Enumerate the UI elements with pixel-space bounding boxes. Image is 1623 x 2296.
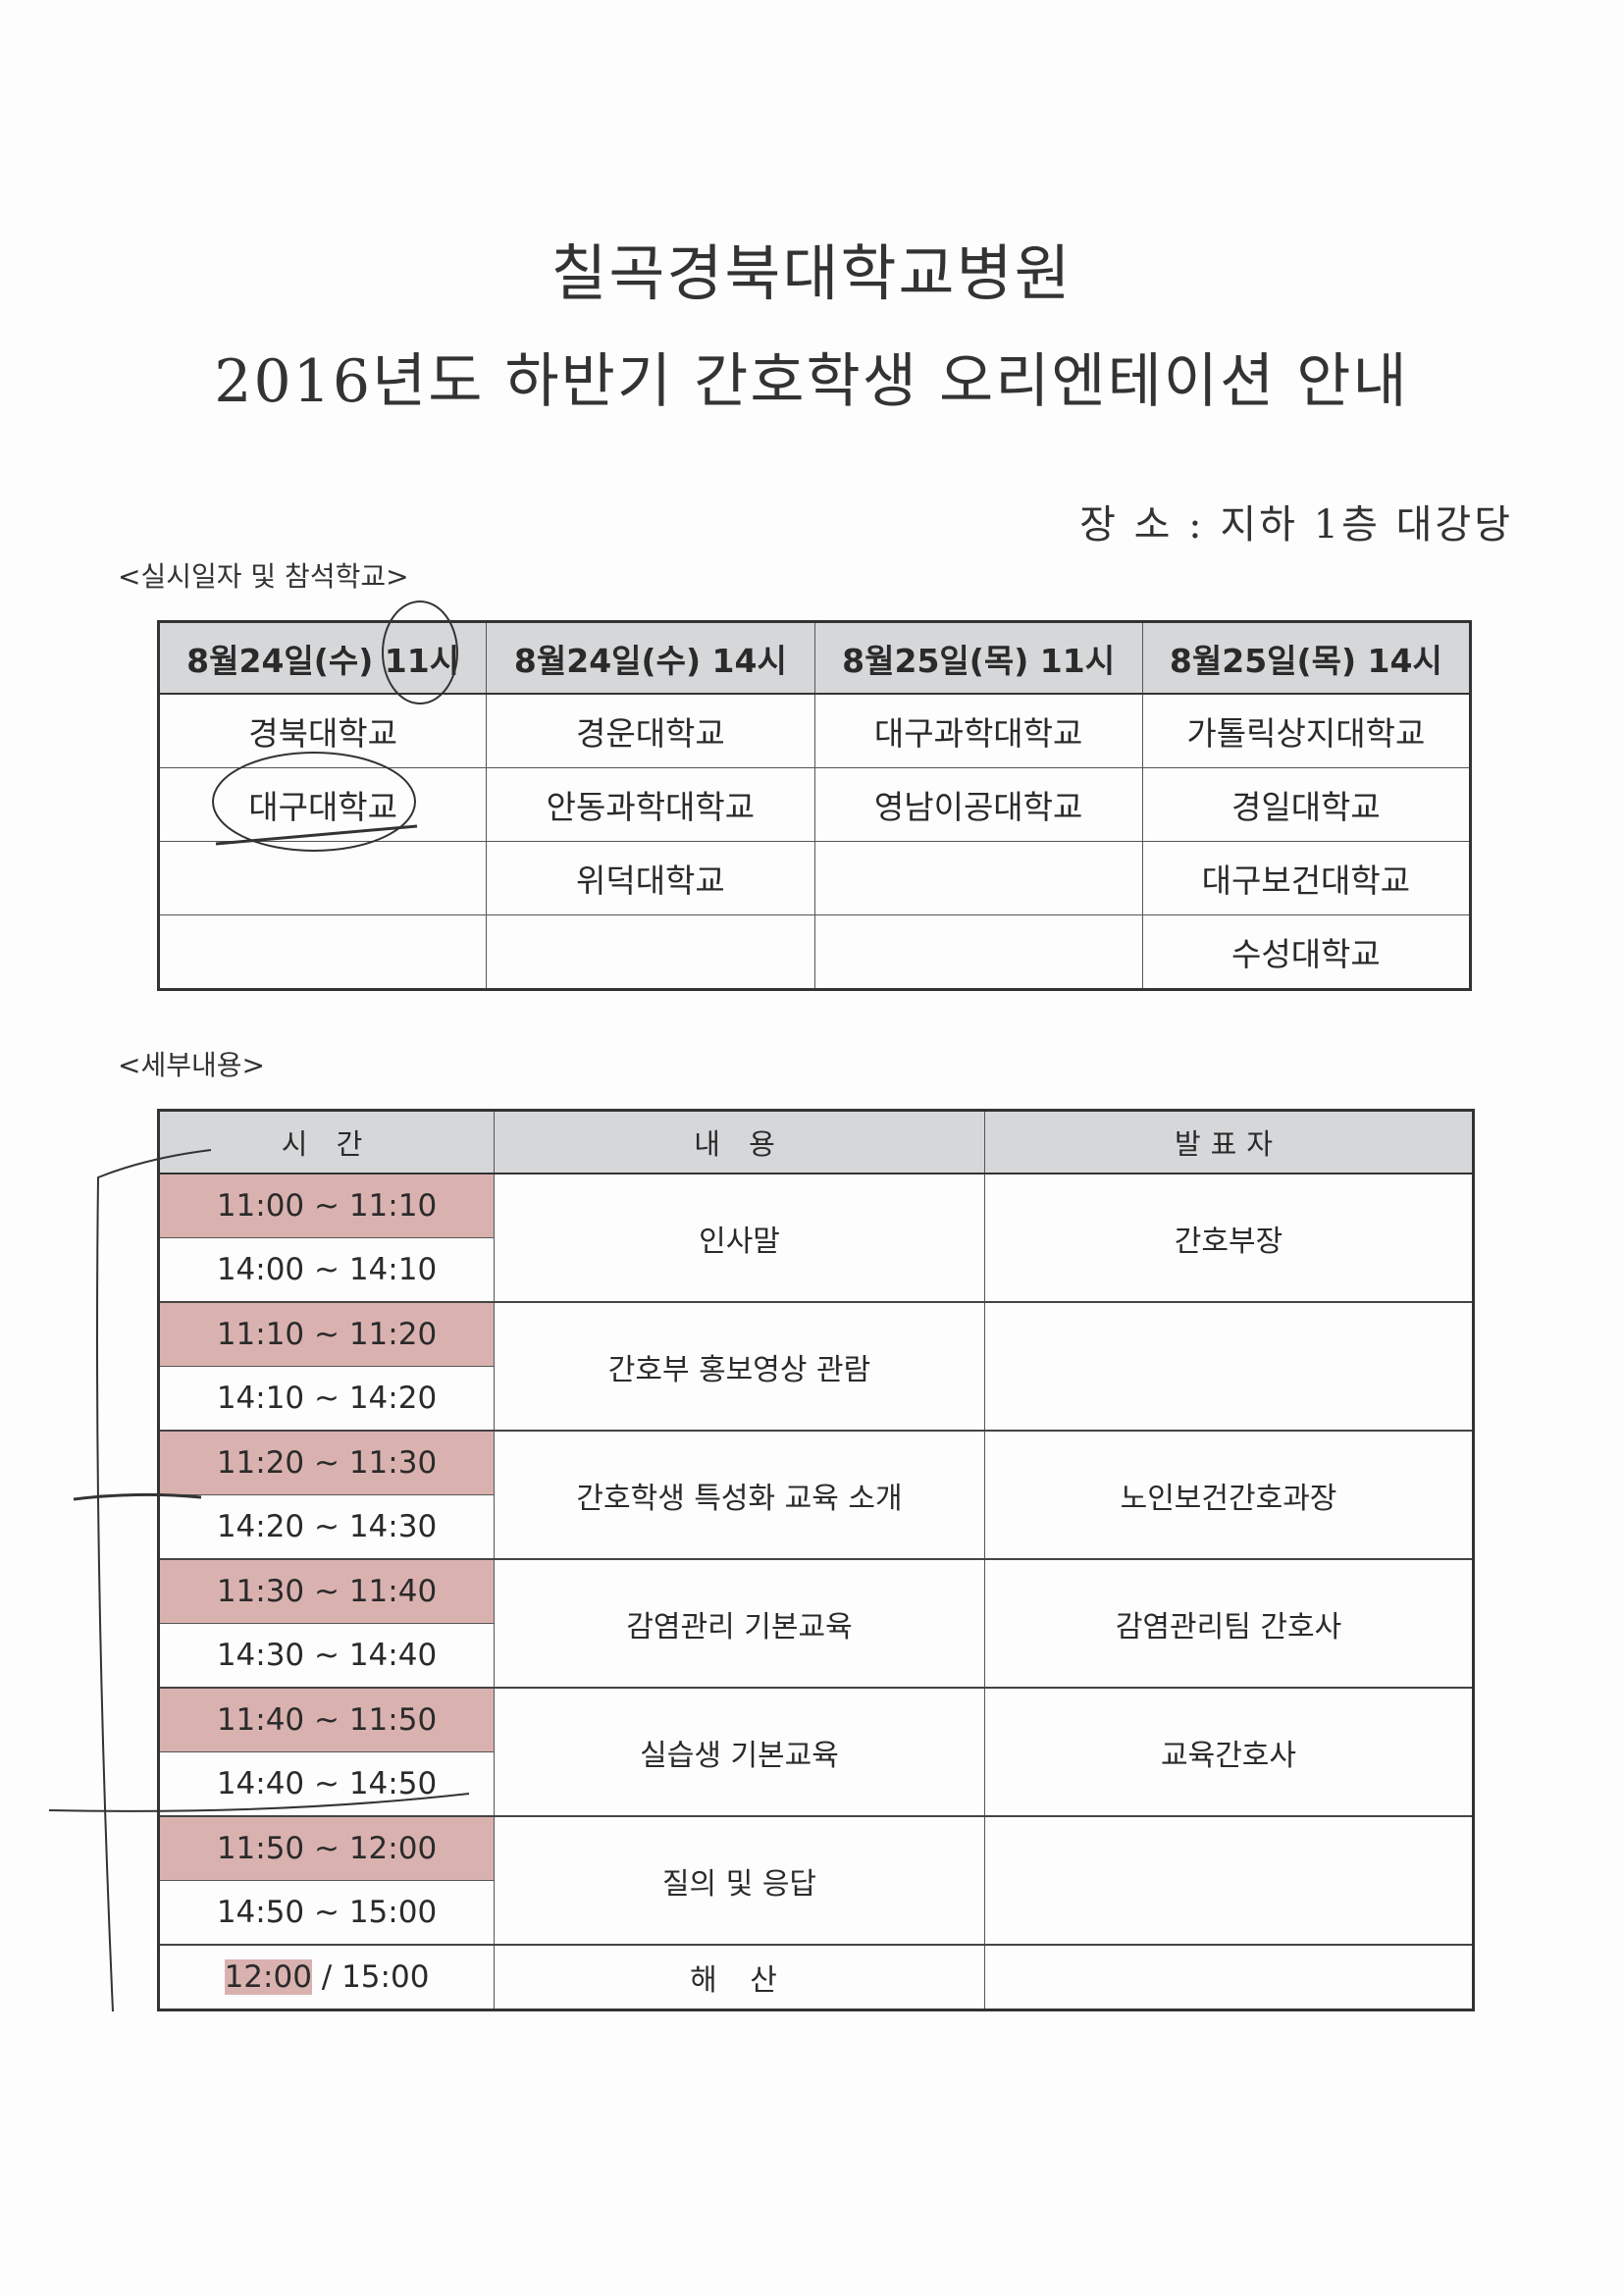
school-cell xyxy=(813,914,1143,990)
table-row: 14:00 ~ 14:10 xyxy=(158,1237,1474,1303)
time-cell-afternoon: 14:20 ~ 14:30 xyxy=(158,1494,495,1560)
school-cell: 경북대학교 xyxy=(157,693,488,768)
time-cell-morning: 11:20 ~ 11:30 xyxy=(158,1430,495,1495)
table-row: 11:40 ~ 11:50 실습생 기본교육 교육간호사 xyxy=(158,1687,1474,1817)
presenter-cell: 감염관리팀 간호사 xyxy=(984,1558,1474,1689)
school-cell xyxy=(157,841,488,915)
time-cell-morning: 11:50 ~ 12:00 xyxy=(158,1815,495,1881)
time-cell-morning: 11:10 ~ 11:20 xyxy=(158,1301,495,1367)
details-col-header-time: 시 간 xyxy=(158,1110,495,1174)
end-time-b: 15:00 xyxy=(341,1959,430,1995)
school-cell: 위덕대학교 xyxy=(486,841,815,915)
content-cell: 질의 및 응답 xyxy=(494,1815,985,1946)
table-row: 위덕대학교 대구보건대학교 xyxy=(157,841,1472,915)
location-text: 장 소 : 지하 1층 대강당 xyxy=(1079,502,1513,548)
content-cell: 간호학생 특성화 교육 소개 xyxy=(494,1430,985,1560)
details-col-header-presenter: 발표자 xyxy=(984,1110,1474,1174)
table-row: 11:10 ~ 11:20 간호부 홍보영상 관람 xyxy=(158,1301,1474,1432)
school-cell: 대구과학대학교 xyxy=(813,693,1143,768)
end-time-separator: / xyxy=(311,1959,342,1995)
table-row: 14:10 ~ 14:20 xyxy=(158,1366,1474,1432)
school-cell: 경운대학교 xyxy=(486,693,815,768)
schedule-col-header: 8월24일(수) 14시 xyxy=(486,621,815,695)
end-presenter-cell xyxy=(984,1944,1474,2010)
school-cell: 안동과학대학교 xyxy=(486,767,815,842)
schedule-table: 8월24일(수) 11시 8월24일(수) 14시 8월25일(목) 11시 8… xyxy=(157,620,1472,991)
time-cell-afternoon: 14:00 ~ 14:10 xyxy=(158,1237,495,1303)
details-header-row: 시 간 내 용 발표자 xyxy=(158,1110,1474,1174)
table-row: 대구대학교 안동과학대학교 영남이공대학교 경일대학교 xyxy=(157,767,1472,842)
content-cell: 감염관리 기본교육 xyxy=(494,1558,985,1689)
end-time-cell: 12:00 / 15:00 xyxy=(158,1944,495,2010)
end-row: 12:00 / 15:00 해 산 xyxy=(158,1944,1474,2010)
end-time-a: 12:00 xyxy=(224,1959,312,1995)
content-cell: 실습생 기본교육 xyxy=(494,1687,985,1817)
schedule-col-header: 8월25일(목) 14시 xyxy=(1141,621,1472,695)
time-cell-afternoon: 14:50 ~ 15:00 xyxy=(158,1880,495,1946)
presenter-cell: 간호부장 xyxy=(984,1173,1474,1303)
time-cell-morning: 11:40 ~ 11:50 xyxy=(158,1687,495,1752)
end-content-cell: 해 산 xyxy=(494,1944,985,2010)
time-cell-afternoon: 14:40 ~ 14:50 xyxy=(158,1751,495,1817)
school-cell: 수성대학교 xyxy=(1141,914,1472,990)
presenter-cell: 노인보건간호과장 xyxy=(984,1430,1474,1560)
content-cell: 간호부 홍보영상 관람 xyxy=(494,1301,985,1432)
details-section-label: <세부내용> xyxy=(118,1049,265,1081)
school-cell xyxy=(157,914,488,990)
schedule-section-label: <실시일자 및 참석학교> xyxy=(118,560,409,593)
school-cell xyxy=(486,914,815,990)
school-cell: 경일대학교 xyxy=(1141,767,1472,842)
details-table: 시 간 내 용 발표자 11:00 ~ 11:10 인사말 간호부장 14:00 … xyxy=(157,1109,1475,2011)
title-hospital: 칠곡경북대학교병원 xyxy=(550,237,1073,309)
schedule-header-row: 8월24일(수) 11시 8월24일(수) 14시 8월25일(목) 11시 8… xyxy=(157,621,1472,695)
table-row: 수성대학교 xyxy=(157,914,1472,990)
content-cell: 인사말 xyxy=(494,1173,985,1303)
table-row: 11:00 ~ 11:10 인사말 간호부장 xyxy=(158,1173,1474,1303)
presenter-cell: 교육간호사 xyxy=(984,1687,1474,1817)
time-cell-morning: 11:30 ~ 11:40 xyxy=(158,1558,495,1624)
time-cell-morning: 11:00 ~ 11:10 xyxy=(158,1173,495,1238)
table-row: 14:20 ~ 14:30 xyxy=(158,1494,1474,1560)
presenter-cell xyxy=(984,1301,1474,1432)
schedule-col-header: 8월25일(목) 11시 xyxy=(813,621,1143,695)
table-row: 11:30 ~ 11:40 감염관리 기본교육 감염관리팀 간호사 xyxy=(158,1558,1474,1689)
table-row: 11:50 ~ 12:00 질의 및 응답 xyxy=(158,1815,1474,1946)
presenter-cell xyxy=(984,1815,1474,1946)
schedule-col-header: 8월24일(수) 11시 xyxy=(157,621,488,695)
school-cell: 가톨릭상지대학교 xyxy=(1141,693,1472,768)
table-row: 11:20 ~ 11:30 간호학생 특성화 교육 소개 노인보건간호과장 xyxy=(158,1430,1474,1560)
school-cell: 대구대학교 xyxy=(157,767,488,842)
school-cell: 대구보건대학교 xyxy=(1141,841,1472,915)
title-orientation: 2016년도 하반기 간호학생 오리엔테이션 안내 xyxy=(214,347,1409,416)
table-row: 경북대학교 경운대학교 대구과학대학교 가톨릭상지대학교 xyxy=(157,693,1472,768)
school-cell xyxy=(813,841,1143,915)
time-cell-afternoon: 14:30 ~ 14:40 xyxy=(158,1623,495,1689)
school-cell: 영남이공대학교 xyxy=(813,767,1143,842)
details-col-header-content: 내 용 xyxy=(494,1110,985,1174)
time-cell-afternoon: 14:10 ~ 14:20 xyxy=(158,1366,495,1432)
